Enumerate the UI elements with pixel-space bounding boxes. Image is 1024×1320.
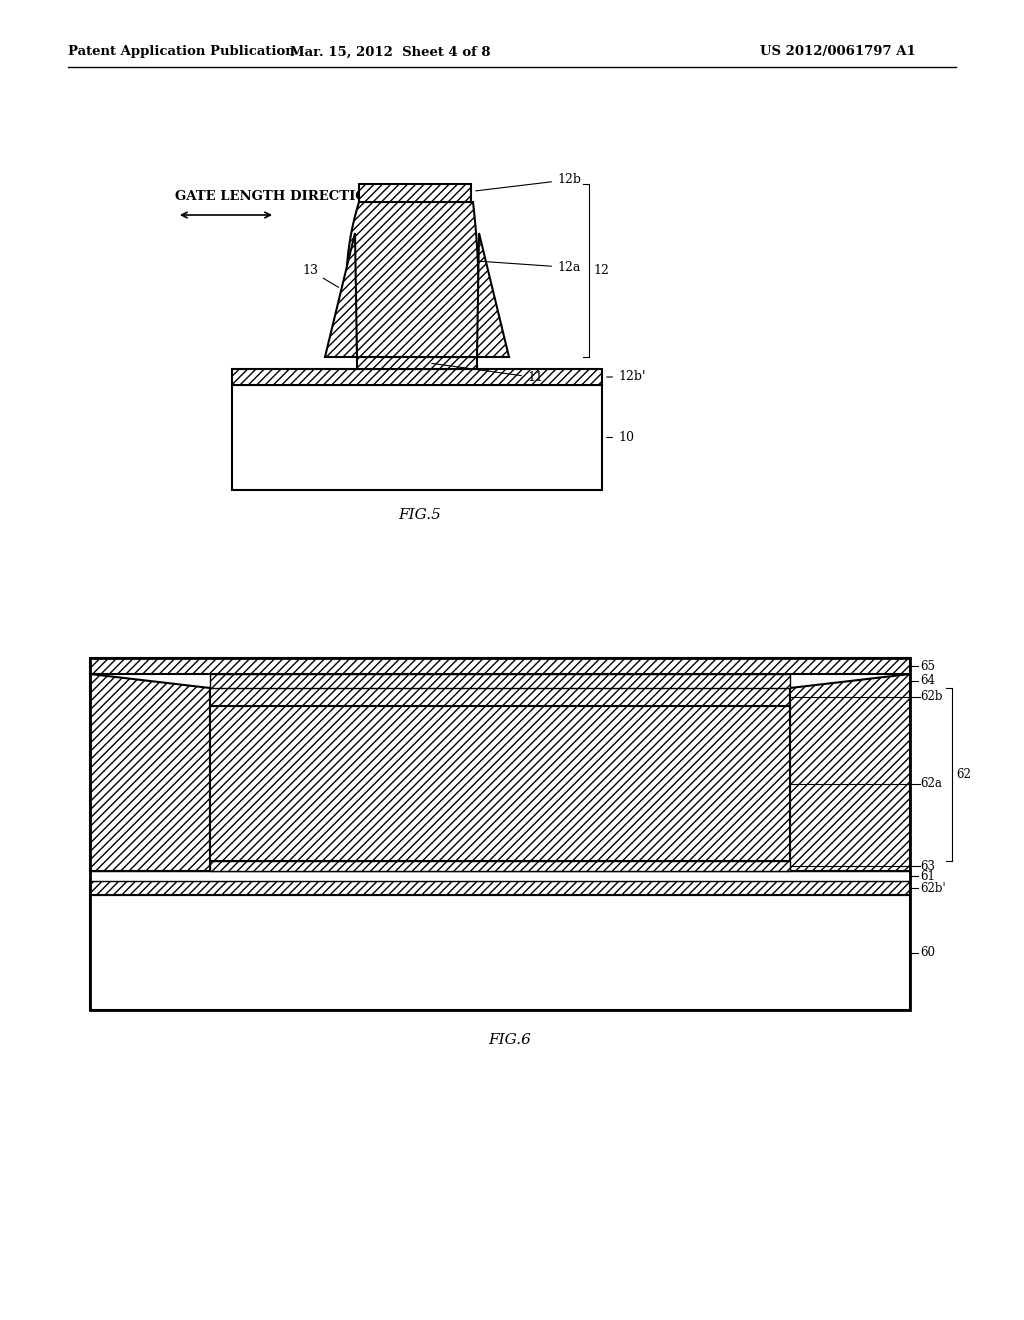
Bar [232, 370, 602, 385]
Text: 64: 64 [920, 675, 935, 688]
Polygon shape [325, 234, 357, 356]
Text: 12a: 12a [478, 261, 581, 275]
Text: 12: 12 [593, 264, 609, 277]
Text: 12b': 12b' [607, 371, 645, 384]
Polygon shape [790, 675, 910, 871]
Bar [359, 183, 471, 202]
Bar [210, 688, 790, 706]
Polygon shape [477, 234, 509, 356]
Bar [90, 880, 910, 895]
Bar [210, 861, 790, 871]
Polygon shape [346, 202, 479, 356]
Text: FIG.5: FIG.5 [398, 508, 441, 521]
Text: 60: 60 [920, 946, 935, 960]
Text: GATE LENGTH DIRECTION: GATE LENGTH DIRECTION [175, 190, 379, 203]
Bar [90, 657, 910, 675]
Text: 13: 13 [302, 264, 339, 288]
Bar [232, 385, 602, 490]
Text: 10: 10 [607, 432, 634, 444]
Bar [357, 356, 477, 370]
Text: Patent Application Publication: Patent Application Publication [68, 45, 295, 58]
Text: 62b': 62b' [920, 882, 945, 895]
Bar [90, 657, 910, 1010]
Polygon shape [90, 675, 210, 871]
Text: 62a: 62a [920, 777, 942, 789]
Bar [210, 706, 790, 861]
Text: 62b: 62b [920, 690, 942, 704]
Text: FIG.6: FIG.6 [488, 1034, 531, 1047]
Text: 61: 61 [920, 870, 935, 883]
Text: Mar. 15, 2012  Sheet 4 of 8: Mar. 15, 2012 Sheet 4 of 8 [290, 45, 490, 58]
Text: 65: 65 [920, 660, 935, 672]
Text: 12b: 12b [476, 173, 581, 191]
Text: 62: 62 [956, 768, 971, 781]
Text: 11: 11 [432, 363, 543, 384]
Text: US 2012/0061797 A1: US 2012/0061797 A1 [760, 45, 915, 58]
Bar [210, 675, 790, 688]
Text: 63: 63 [920, 859, 935, 873]
Bar [90, 871, 910, 880]
Bar [90, 895, 910, 1010]
